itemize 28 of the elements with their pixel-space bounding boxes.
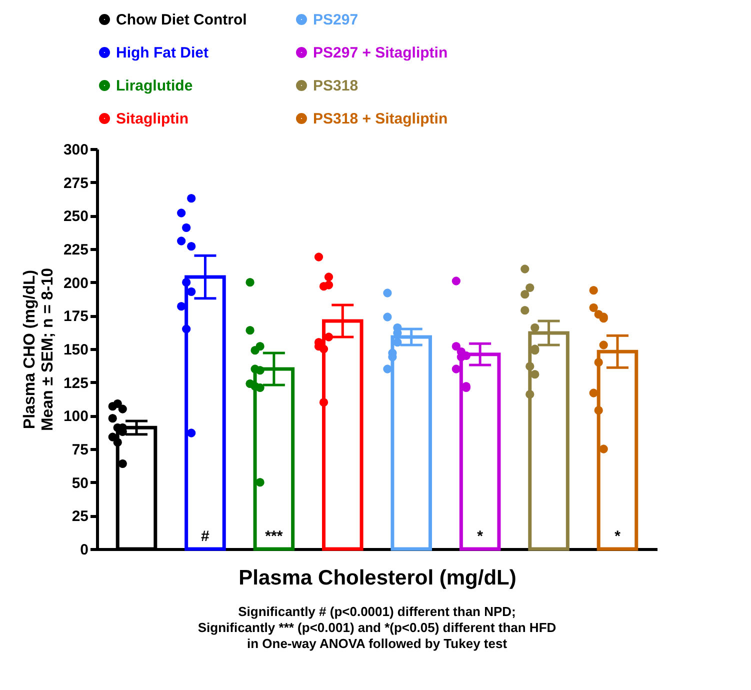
data-label: * <box>614 528 621 545</box>
y-tick-label: 125 <box>63 374 88 392</box>
legend-label: PS318 + Sitagliptin <box>313 110 448 128</box>
y-tick-label: 0 <box>80 542 88 558</box>
y-tick-label: 275 <box>63 174 88 192</box>
legend-label: PS297 + Sitagliptin <box>313 44 448 62</box>
legend-label: Liraglutide <box>116 78 193 94</box>
data-label: * <box>477 528 484 545</box>
legend-label: PS297 <box>313 12 358 28</box>
data-label: # <box>201 528 210 545</box>
y-tick-label: 225 <box>63 242 88 258</box>
y-tick-label: 25 <box>72 508 88 526</box>
y-tick-label: 175 <box>63 308 88 326</box>
data-label: *** <box>265 528 283 545</box>
y-tick-label: 75 <box>72 442 88 458</box>
y-tick-label: 300 <box>63 142 88 158</box>
y-tick-label: 100 <box>63 408 88 426</box>
y-tick-label: 250 <box>63 208 88 226</box>
legend-label: PS318 <box>313 78 358 94</box>
x-axis-title: Plasma Cholesterol (mg/dL) <box>238 566 516 590</box>
legend-label: Sitagliptin <box>116 110 188 128</box>
legend-label: High Fat Diet <box>116 44 208 62</box>
text: Significantly # (p<0.0001) different than NPD; Significantly *** (p<0.001) and *(p<0.05) different than HFD in One-way ANOVA followed by Tukey test <box>198 604 556 651</box>
y-tick-label: 50 <box>72 474 88 492</box>
y-axis-title: Plasma CHO (mg/dL) Mean ± SEM; n = 8-10 <box>21 268 56 432</box>
y-tick-label: 200 <box>63 274 88 292</box>
y-tick-label: 150 <box>63 342 88 358</box>
legend-label: Chow Diet Control <box>116 12 247 28</box>
